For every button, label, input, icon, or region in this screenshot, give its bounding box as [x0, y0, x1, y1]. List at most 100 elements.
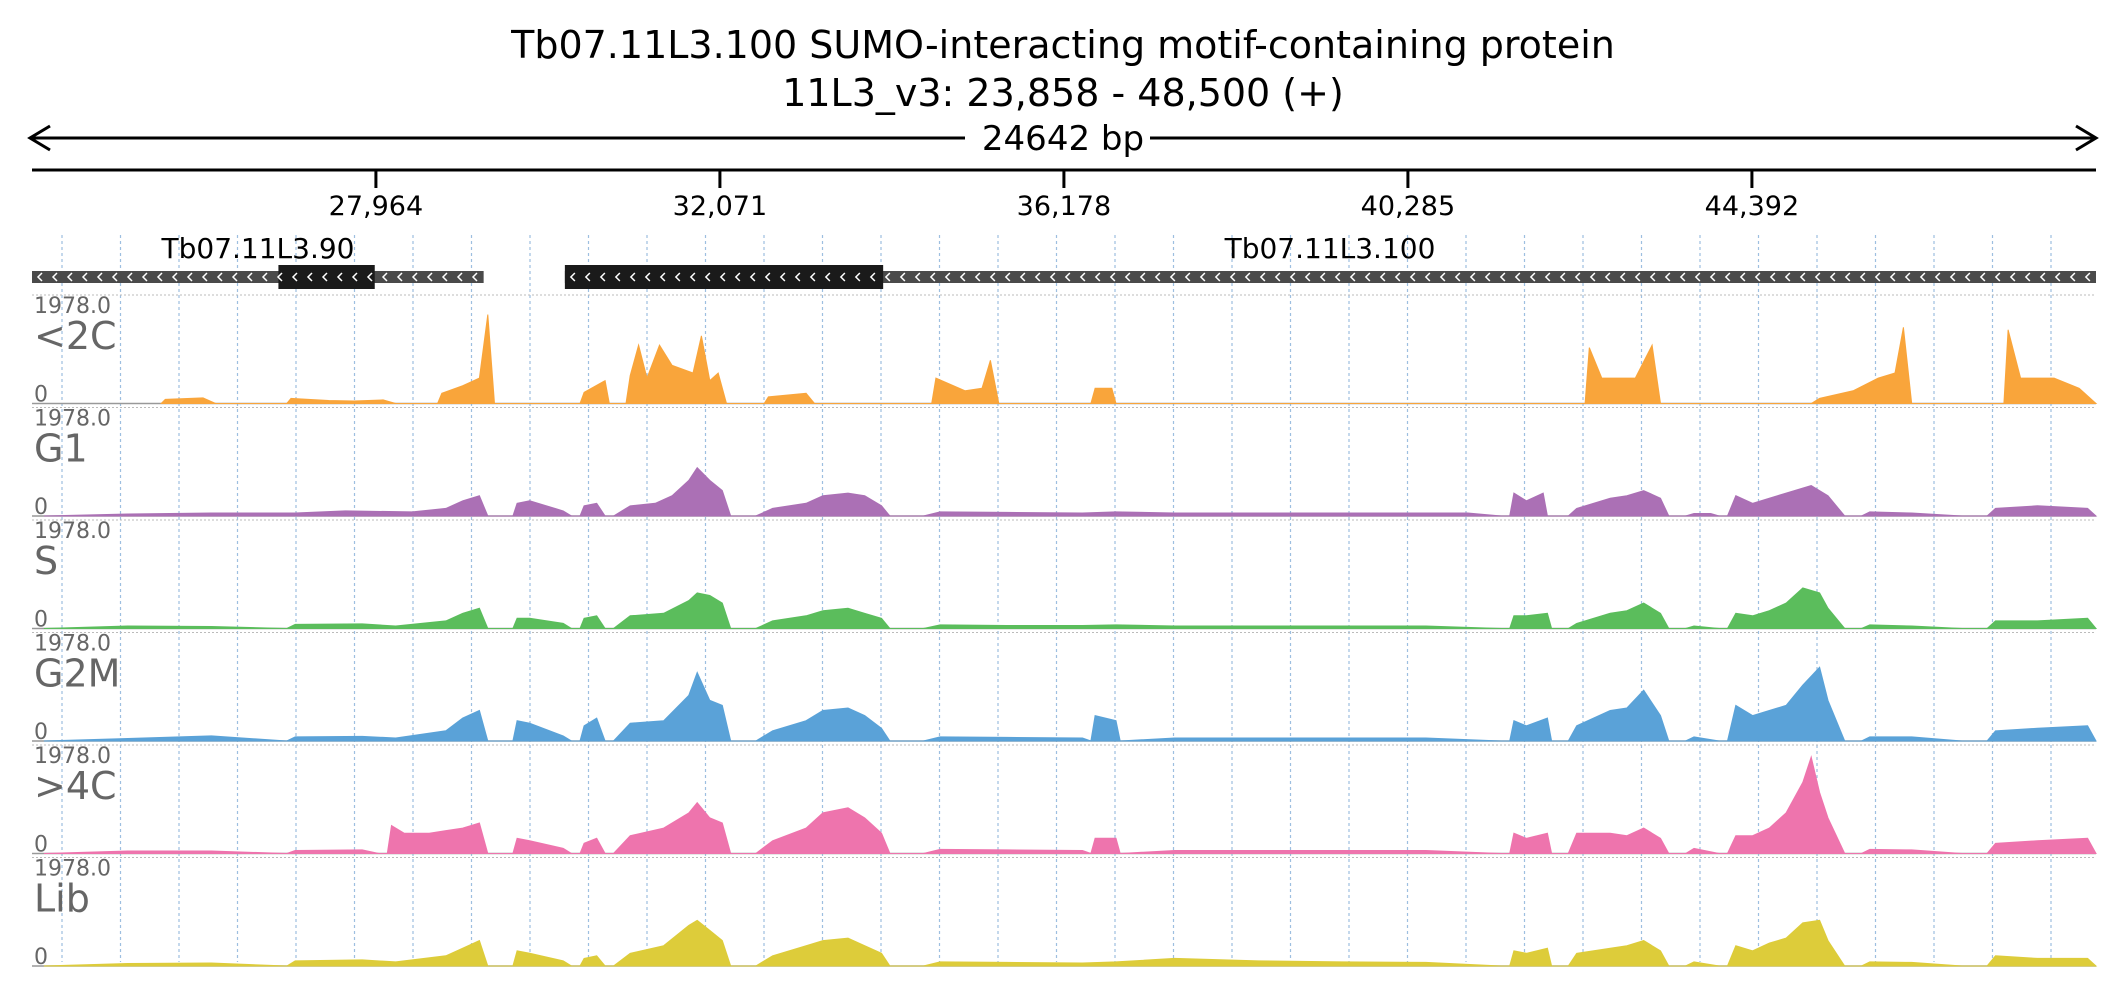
strand-arrow [2054, 272, 2061, 282]
strand-arrow [1559, 272, 1566, 282]
strand-arrow [1964, 272, 1971, 282]
span-indicator: 24642 bp [27, 119, 2099, 159]
strand-arrow [1949, 272, 1956, 282]
strand-arrow [1139, 272, 1146, 282]
strand-arrow [1229, 272, 1236, 282]
strand-arrow [749, 272, 756, 282]
tick-label: 44,392 [1705, 191, 1799, 222]
strand-arrow [959, 272, 966, 282]
strand-arrow [1589, 272, 1596, 282]
strand-arrow [1799, 272, 1806, 282]
coverage-area [159, 314, 2098, 404]
strand-arrow [1319, 272, 1326, 282]
track-ymax-label: 1978.0 [34, 519, 111, 544]
gene-body [32, 271, 484, 283]
strand-arrow [974, 272, 981, 282]
strand-arrow [1814, 272, 1821, 282]
strand-arrow [599, 272, 606, 282]
position-axis: 27,964 32,071 36,178 40,285 44,392 [32, 168, 2096, 222]
strand-arrow [1094, 272, 1101, 282]
strand-arrow [569, 272, 576, 282]
strand-arrow [456, 272, 463, 282]
coverage-track: 1978.0>4C 0 [32, 744, 2097, 858]
strand-arrow [1394, 272, 1401, 282]
track-ymax-label: 1978.0 [34, 407, 111, 432]
span-label: 24642 bp [982, 119, 1144, 159]
strand-arrow [51, 272, 58, 282]
strand-arrow [1154, 272, 1161, 282]
strand-arrow [1739, 272, 1746, 282]
strand-arrow [1934, 272, 1941, 282]
strand-arrow [1694, 272, 1701, 282]
strand-arrow [1049, 272, 1056, 282]
strand-arrow [276, 272, 283, 282]
strand-arrow [1484, 272, 1491, 282]
figure-subtitle: 11L3_v3: 23,858 - 48,500 (+) [782, 71, 1344, 115]
strand-arrow [1844, 272, 1851, 282]
strand-arrow [884, 272, 891, 282]
strand-arrow [1544, 272, 1551, 282]
strand-arrow [1634, 272, 1641, 282]
strand-arrow [584, 272, 591, 282]
strand-arrow [336, 272, 343, 282]
strand-arrow [1769, 272, 1776, 282]
strand-arrow [291, 272, 298, 282]
strand-arrow [1379, 272, 1386, 282]
gene-cds [278, 265, 375, 289]
strand-arrow [216, 272, 223, 282]
strand-arrow [764, 272, 771, 282]
strand-arrow [2009, 272, 2016, 282]
span-arrow-right [2075, 124, 2099, 152]
strand-arrow [659, 272, 666, 282]
coverage-tracks: 1978.0<2C01978.0G101978.0S01978.0G2M0197… [32, 294, 2098, 970]
strand-arrow [1664, 272, 1671, 282]
strand-arrow [1919, 272, 1926, 282]
track-ymax-label: 1978.0 [34, 744, 111, 769]
strand-arrow [1079, 272, 1086, 282]
strand-arrow [734, 272, 741, 282]
strand-arrow [1244, 272, 1251, 282]
strand-arrow [989, 272, 996, 282]
strand-arrow [1469, 272, 1476, 282]
strand-arrow [944, 272, 951, 282]
strand-arrow [1304, 272, 1311, 282]
strand-arrow [1259, 272, 1266, 282]
strand-arrow [66, 272, 73, 282]
strand-arrow [1109, 272, 1116, 282]
strand-arrow [1289, 272, 1296, 282]
track-name-label: G2M [34, 652, 120, 696]
strand-arrow [1334, 272, 1341, 282]
strand-arrow [1199, 272, 1206, 282]
track-name-label: S [34, 539, 58, 583]
strand-arrow [36, 272, 43, 282]
strand-arrow [1754, 272, 1761, 282]
strand-arrow [231, 272, 238, 282]
coverage-area [43, 587, 2098, 630]
strand-arrow [899, 272, 906, 282]
tick-label: 32,071 [673, 191, 767, 222]
strand-arrow [81, 272, 88, 282]
strand-arrow [1004, 272, 1011, 282]
track-ymin-label: 0 [34, 608, 48, 633]
strand-arrow [794, 272, 801, 282]
strand-arrow [1124, 272, 1131, 282]
strand-arrow [1514, 272, 1521, 282]
strand-arrow [869, 272, 876, 282]
strand-arrow [171, 272, 178, 282]
strand-arrow [1979, 272, 1986, 282]
coverage-area [43, 466, 2098, 517]
gene-label: Tb07.11L3.100 [1224, 232, 1436, 265]
strand-arrow [1214, 272, 1221, 282]
strand-arrow [1349, 272, 1356, 282]
axis-ticks: 27,964 32,071 36,178 40,285 44,392 [329, 170, 1799, 222]
strand-arrow [839, 272, 846, 282]
strand-arrow [381, 272, 388, 282]
strand-arrow [1169, 272, 1176, 282]
coverage-track: 1978.0S 0 [32, 519, 2098, 633]
strand-arrow [914, 272, 921, 282]
tick-label: 36,178 [1017, 191, 1111, 222]
track-ymin-label: 0 [34, 720, 48, 745]
coverage-area [43, 919, 2098, 967]
strand-arrow [1904, 272, 1911, 282]
